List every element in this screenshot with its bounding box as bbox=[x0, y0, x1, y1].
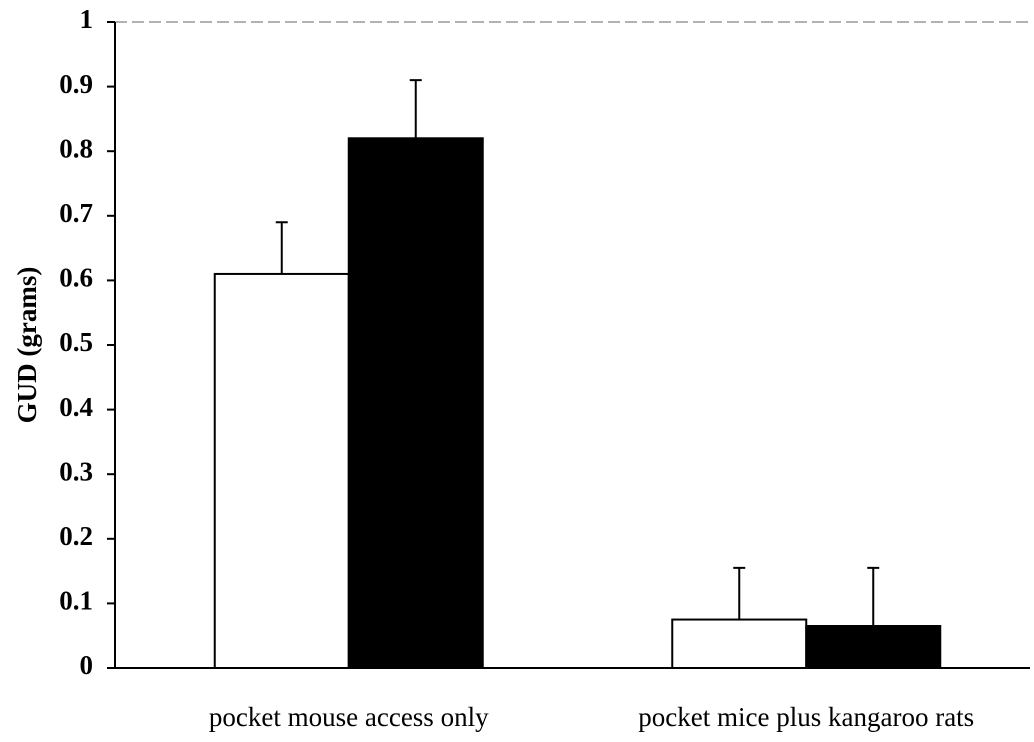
y-tick-label: 0.7 bbox=[59, 198, 93, 228]
bar bbox=[347, 137, 484, 669]
y-tick-label: 0.5 bbox=[59, 327, 93, 357]
y-tick-label: 0.6 bbox=[59, 263, 93, 293]
y-tick-label: 0.3 bbox=[59, 456, 93, 486]
x-tick-label: pocket mouse access only bbox=[209, 702, 489, 732]
y-tick-label: 0.4 bbox=[59, 392, 93, 422]
x-tick-label: pocket mice plus kangaroo rats bbox=[638, 702, 974, 732]
bar bbox=[671, 618, 808, 669]
y-tick-label: 0 bbox=[80, 650, 94, 680]
y-tick-label: 0.9 bbox=[59, 69, 93, 99]
y-tick-label: 0.1 bbox=[59, 586, 93, 616]
y-tick-label: 0.2 bbox=[59, 521, 93, 551]
y-axis-label: GUD (grams) bbox=[12, 267, 42, 424]
y-tick-label: 0.8 bbox=[59, 133, 93, 163]
bar bbox=[805, 625, 942, 670]
y-tick-label: 1 bbox=[80, 4, 94, 34]
bar bbox=[213, 272, 350, 669]
